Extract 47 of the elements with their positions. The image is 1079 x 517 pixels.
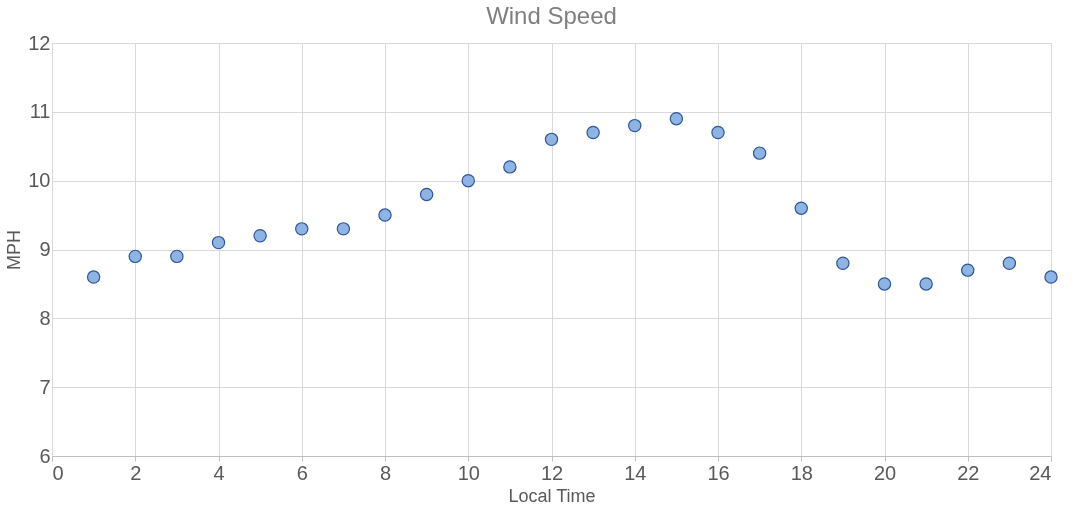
x-tick-label: 16 [707,461,730,484]
x-tick-label: 2 [130,461,142,484]
chart-title: Wind Speed [486,2,617,29]
point [295,222,309,236]
point [503,160,517,174]
point [128,249,142,264]
y-tick-label: 6 [39,444,51,467]
point [586,125,600,140]
y-tick-label: 12 [28,31,51,54]
point [752,146,767,160]
y-tick-label: 8 [39,306,51,329]
point [419,187,434,202]
point [711,125,725,140]
y-tick-label: 10 [28,169,51,192]
point [544,132,559,147]
point [1002,256,1017,270]
point [877,277,892,291]
point [919,277,933,291]
point [628,118,642,133]
x-tick-label: 22 [957,461,980,484]
x-tick-label: 10 [457,461,480,484]
point [836,256,850,270]
y-tick-label: 7 [39,375,51,398]
x-tick-label: 12 [540,461,564,484]
x-tick-label: 18 [790,461,813,484]
x-tick-label: 20 [873,461,897,484]
point [461,173,475,188]
x-tick-label: 6 [296,461,308,484]
point [378,208,392,222]
point [794,201,808,215]
point [336,222,351,236]
x-tick-label: 8 [379,461,392,484]
x-axis-title: Local Time [508,485,596,506]
y-tick-label: 11 [29,100,51,123]
y-axis-title: MPH [4,230,25,270]
x-tick-label: 14 [624,461,647,484]
point [170,249,184,264]
y-tick-label: 9 [39,238,51,260]
point [1044,270,1058,284]
point [211,235,226,250]
x-tick-label: 24 [1029,461,1052,484]
point [961,263,975,277]
point [86,270,101,284]
x-tick-label: 0 [52,461,64,484]
point [669,112,684,126]
x-tick-label: 4 [213,461,225,484]
point [253,229,267,243]
